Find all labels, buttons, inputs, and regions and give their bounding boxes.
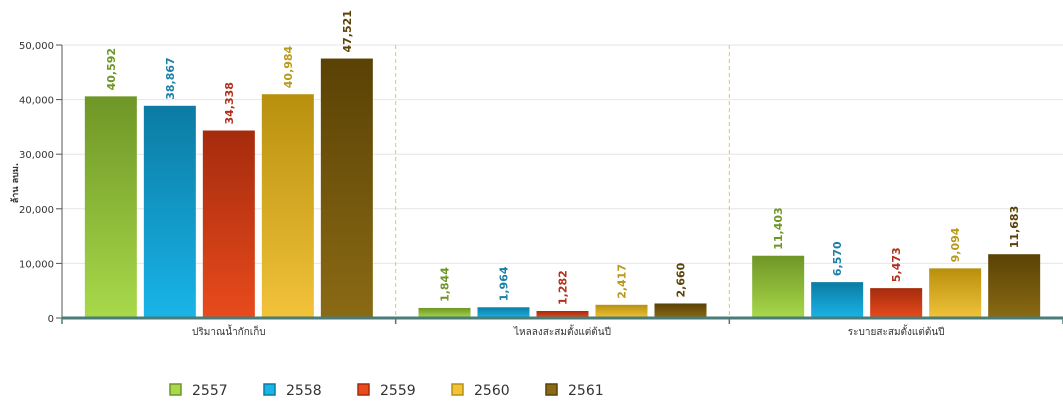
legend-item[interactable]: 2559 [357,383,416,399]
legend-label: 2559 [380,383,416,399]
legend-swatch [169,383,182,396]
y-tick-label: 50,000 [19,41,54,52]
y-axis-label: ล้าน ลบม. [10,163,21,203]
category-dividers [395,45,730,318]
legend-label: 2561 [568,383,604,399]
data-label: 40,592 [105,48,118,90]
bar [988,254,1041,318]
data-label: 11,683 [1008,206,1021,248]
bar [84,96,137,319]
data-label: 2,660 [675,262,688,297]
x-axis: ปริมาณน้ำกักเก็บ ไหลลงสะสมตั้งแต่ต้นปี ระบ… [61,316,1063,338]
y-tick-label: 30,000 [19,150,54,161]
data-label: 34,338 [223,82,236,124]
y-axis: 0 10,000 20,000 30,000 40,000 50,000 [19,41,63,325]
data-labels: 40,592 38,867 34,338 40,984 47,521 1,844 1,964… [105,10,1021,305]
bar [811,282,864,318]
y-tick-label: 20,000 [19,205,54,216]
data-label: 9,094 [949,227,962,262]
bar [752,255,805,318]
data-label: 47,521 [341,10,354,52]
legend-swatch [357,383,370,396]
data-label: 5,473 [890,247,903,282]
y-tick-label: 40,000 [19,96,54,107]
bar [536,311,589,318]
bars [84,58,1041,319]
legend-swatch [545,383,558,396]
legend-label: 2557 [192,383,228,399]
data-label: 11,403 [772,207,785,249]
bar [870,288,923,318]
legend-item[interactable]: 2558 [263,383,322,399]
legend-swatch [451,383,464,396]
legend-item[interactable]: 2561 [545,383,604,399]
data-label: 6,570 [831,241,844,276]
data-label: 38,867 [164,57,177,99]
x-tick-label: ระบายสะสมตั้งแต่ต้นปี [848,324,945,338]
bar [143,105,196,318]
data-label: 1,964 [498,266,511,301]
y-tick-label: 0 [48,314,54,325]
legend: 2557 2558 2559 2560 2561 [169,383,604,399]
bar [261,94,314,319]
bar [654,303,707,318]
data-label: 1,844 [439,267,452,302]
bar [477,307,530,318]
data-label: 40,984 [282,45,295,88]
legend-item[interactable]: 2560 [451,383,510,399]
legend-item[interactable]: 2557 [169,383,228,399]
bar [320,58,373,318]
bar [418,307,471,318]
data-label: 1,282 [557,270,570,305]
bar [929,268,982,318]
data-label: 2,417 [616,264,629,299]
legend-label: 2560 [474,383,510,399]
legend-label: 2558 [286,383,322,399]
legend-swatch [263,383,276,396]
x-tick-label: ไหลลงสะสมตั้งแต่ต้นปี [513,324,611,338]
bar [595,304,648,318]
bar [202,130,255,318]
x-tick-label: ปริมาณน้ำกักเก็บ [192,324,266,338]
y-tick-label: 10,000 [19,259,54,270]
